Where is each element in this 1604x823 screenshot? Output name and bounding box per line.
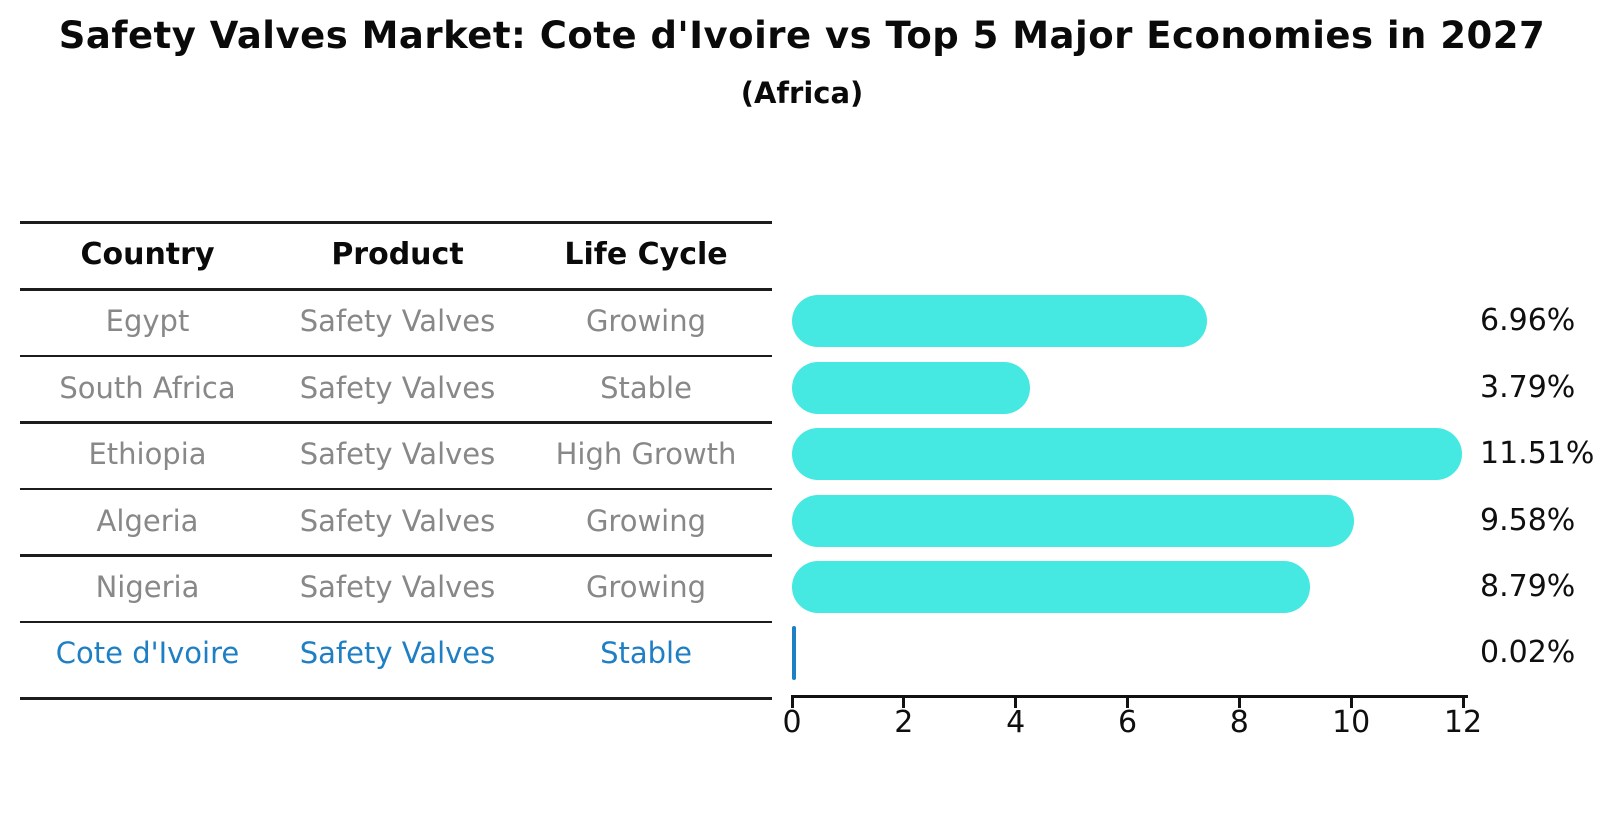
x-tick-label: 6 bbox=[1117, 705, 1138, 740]
bar-highlight bbox=[792, 625, 796, 680]
value-label: 8.79% bbox=[1480, 569, 1576, 604]
x-tick-mark bbox=[1237, 697, 1241, 708]
table-header-life-cycle: Life Cycle bbox=[564, 237, 728, 272]
table-line bbox=[20, 221, 772, 224]
bar bbox=[792, 428, 1462, 480]
table-line bbox=[20, 421, 772, 424]
bar bbox=[792, 561, 1310, 613]
bar bbox=[792, 494, 1354, 547]
cell-country: South Africa bbox=[59, 370, 236, 405]
cell-country: Cote d'Ivoire bbox=[55, 635, 240, 670]
cell-life-cycle: Growing bbox=[585, 503, 707, 538]
cell-product: Safety Valves bbox=[299, 370, 496, 405]
x-tick-label: 10 bbox=[1332, 705, 1371, 740]
x-tick-label: 0 bbox=[782, 705, 802, 740]
table-line bbox=[20, 354, 772, 357]
cell-country: Nigeria bbox=[95, 570, 200, 604]
x-axis-line bbox=[791, 695, 1468, 698]
x-tick-mark bbox=[790, 697, 794, 708]
x-tick-label: 8 bbox=[1229, 705, 1249, 740]
chart-title: Safety Valves Market: Cote d'Ivoire vs T… bbox=[58, 14, 1546, 57]
cell-product: Safety Valves bbox=[299, 304, 496, 338]
cell-product: Safety Valves bbox=[299, 503, 496, 538]
bar bbox=[792, 295, 1208, 347]
cell-life-cycle: High Growth bbox=[555, 437, 737, 471]
x-tick-mark bbox=[1349, 697, 1353, 708]
table-header-country: Country bbox=[80, 237, 215, 272]
bar bbox=[792, 361, 1030, 414]
cell-life-cycle: Growing bbox=[585, 570, 707, 604]
x-tick-mark bbox=[1461, 697, 1465, 708]
cell-country: Algeria bbox=[96, 503, 199, 538]
value-label: 6.96% bbox=[1480, 303, 1576, 338]
table-line bbox=[20, 554, 772, 557]
cell-country: Egypt bbox=[105, 304, 190, 338]
value-label: 0.02% bbox=[1480, 634, 1576, 670]
x-tick-mark bbox=[902, 697, 906, 708]
value-label: 3.79% bbox=[1480, 369, 1576, 405]
table-header-product: Product bbox=[331, 237, 464, 272]
table-line bbox=[20, 620, 772, 623]
x-tick-mark bbox=[1126, 697, 1129, 708]
table-line bbox=[20, 697, 772, 700]
cell-life-cycle: Stable bbox=[600, 370, 692, 405]
chart-subtitle: (Africa) bbox=[740, 76, 864, 110]
x-tick-label: 4 bbox=[1006, 705, 1026, 740]
cell-life-cycle: Stable bbox=[600, 635, 692, 670]
cell-life-cycle: Growing bbox=[585, 304, 707, 338]
x-tick-label: 2 bbox=[894, 705, 914, 740]
x-tick-mark bbox=[1014, 697, 1018, 708]
table-line bbox=[20, 288, 772, 291]
table-line bbox=[20, 487, 772, 490]
cell-product: Safety Valves bbox=[299, 570, 496, 604]
cell-country: Ethiopia bbox=[88, 437, 207, 471]
cell-product: Safety Valves bbox=[299, 437, 496, 471]
x-tick-label: 12 bbox=[1443, 705, 1483, 740]
cell-product: Safety Valves bbox=[299, 635, 496, 670]
value-label: 11.51% bbox=[1480, 436, 1595, 471]
value-label: 9.58% bbox=[1480, 502, 1576, 538]
